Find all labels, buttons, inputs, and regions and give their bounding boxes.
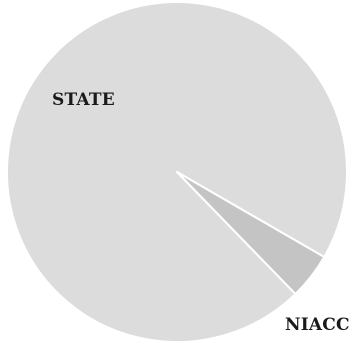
slice-label-niacc: NIACC bbox=[285, 315, 350, 335]
slice-label-state: STATE bbox=[52, 90, 115, 110]
pie-labels: STATE NIACC bbox=[52, 90, 350, 335]
pie-slice-niacc bbox=[176, 171, 326, 295]
pie-slices bbox=[6, 1, 348, 343]
